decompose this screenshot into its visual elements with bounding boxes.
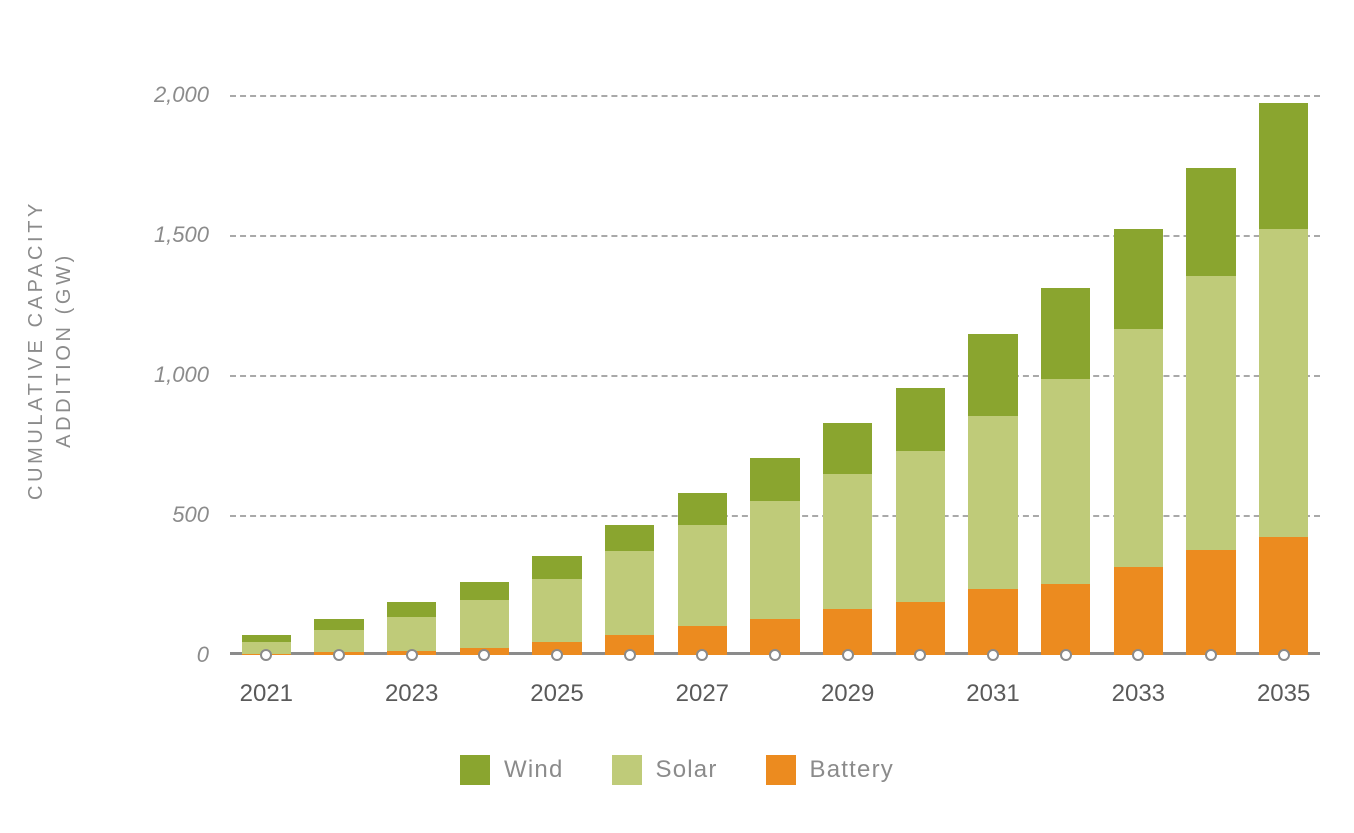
bar-group — [1186, 168, 1235, 655]
x-tick-marker — [1132, 649, 1144, 661]
bar-segment-wind — [1041, 288, 1090, 379]
x-tick-marker — [1205, 649, 1217, 661]
y-tick-label: 500 — [172, 502, 209, 528]
legend-swatch — [612, 755, 642, 785]
x-tick-marker — [551, 649, 563, 661]
bar-segment-wind — [532, 556, 581, 580]
x-tick-label: 2033 — [1112, 680, 1165, 708]
legend-label: Battery — [810, 756, 894, 784]
bar-segment-solar — [1041, 379, 1090, 583]
y-axis-label-line1: CUMULATIVE CAPACITY — [25, 200, 47, 500]
x-tick-label: 2027 — [676, 680, 729, 708]
bar-segment-solar — [823, 474, 872, 608]
x-tick-marker — [769, 649, 781, 661]
y-axis-label-line2: ADDITION (GW) — [53, 252, 75, 448]
x-tick-marker — [624, 649, 636, 661]
bar-group — [605, 525, 654, 655]
bar-segment-wind — [823, 423, 872, 475]
bar-segment-wind — [387, 602, 436, 617]
bar-segment-wind — [605, 525, 654, 552]
x-tick-marker — [1060, 649, 1072, 661]
chart-container: CUMULATIVE CAPACITY ADDITION (GW) 0 500 1,… — [0, 0, 1354, 833]
x-tick-label: 2021 — [240, 680, 293, 708]
bar-group — [896, 388, 945, 655]
x-tick-marker — [478, 649, 490, 661]
bar-segment-battery — [1114, 567, 1163, 655]
bar-group — [968, 334, 1017, 655]
y-tick-label: 1,000 — [154, 362, 209, 388]
x-tick-marker — [406, 649, 418, 661]
bar-segment-solar — [532, 579, 581, 642]
x-tick-marker — [696, 649, 708, 661]
x-tick-label: 2035 — [1257, 680, 1310, 708]
x-tick-label: 2023 — [385, 680, 438, 708]
bar-group — [1114, 229, 1163, 655]
x-tick-label: 2031 — [966, 680, 1019, 708]
plot-area — [230, 95, 1320, 655]
bar-segment-battery — [1186, 550, 1235, 655]
bar-segment-wind — [678, 493, 727, 525]
bar-segment-solar — [460, 600, 509, 648]
bar-segment-solar — [1186, 276, 1235, 550]
bar-segment-battery — [968, 589, 1017, 655]
bar-segment-battery — [1041, 584, 1090, 655]
bar-segment-solar — [750, 501, 799, 619]
bar-segment-wind — [314, 619, 363, 630]
x-tick-marker — [260, 649, 272, 661]
bar-segment-solar — [678, 525, 727, 626]
x-tick-label: 2029 — [821, 680, 874, 708]
bar-segment-battery — [1259, 537, 1308, 655]
y-axis-label: CUMULATIVE CAPACITY ADDITION (GW) — [22, 200, 78, 500]
x-tick-marker — [987, 649, 999, 661]
bar-segment-solar — [387, 617, 436, 651]
bar-group — [750, 458, 799, 655]
bar-segment-solar — [1259, 229, 1308, 537]
legend-item-wind: Wind — [460, 755, 563, 785]
legend-swatch — [766, 755, 796, 785]
bar-segment-solar — [605, 551, 654, 635]
x-tick-marker — [1278, 649, 1290, 661]
legend-label: Solar — [656, 756, 718, 784]
y-tick-label: 2,000 — [154, 82, 209, 108]
legend-item-solar: Solar — [612, 755, 718, 785]
bar-segment-wind — [896, 388, 945, 451]
bar-segment-wind — [968, 334, 1017, 415]
bar-group — [387, 602, 436, 655]
bar-segment-wind — [1186, 168, 1235, 276]
bar-segment-wind — [1259, 103, 1308, 229]
legend: Wind Solar Battery — [0, 755, 1354, 785]
y-tick-label: 0 — [197, 642, 209, 668]
bar-group — [1259, 103, 1308, 655]
bar-segment-solar — [1114, 329, 1163, 567]
bar-group — [678, 493, 727, 655]
bar-segment-solar — [896, 451, 945, 602]
bar-segment-wind — [750, 458, 799, 501]
bar-group — [532, 556, 581, 655]
x-tick-label: 2025 — [530, 680, 583, 708]
legend-swatch — [460, 755, 490, 785]
x-tick-marker — [333, 649, 345, 661]
bar-group — [1041, 288, 1090, 655]
legend-item-battery: Battery — [766, 755, 894, 785]
x-tick-marker — [842, 649, 854, 661]
bar-group — [823, 423, 872, 655]
legend-label: Wind — [504, 756, 563, 784]
x-tick-marker — [914, 649, 926, 661]
bar-segment-wind — [460, 582, 509, 600]
bar-group — [460, 582, 509, 655]
bar-segment-battery — [896, 602, 945, 655]
bar-segment-wind — [242, 635, 291, 642]
gridline — [230, 95, 1320, 97]
bar-segment-solar — [968, 416, 1017, 590]
y-tick-label: 1,500 — [154, 222, 209, 248]
bar-segment-wind — [1114, 229, 1163, 328]
